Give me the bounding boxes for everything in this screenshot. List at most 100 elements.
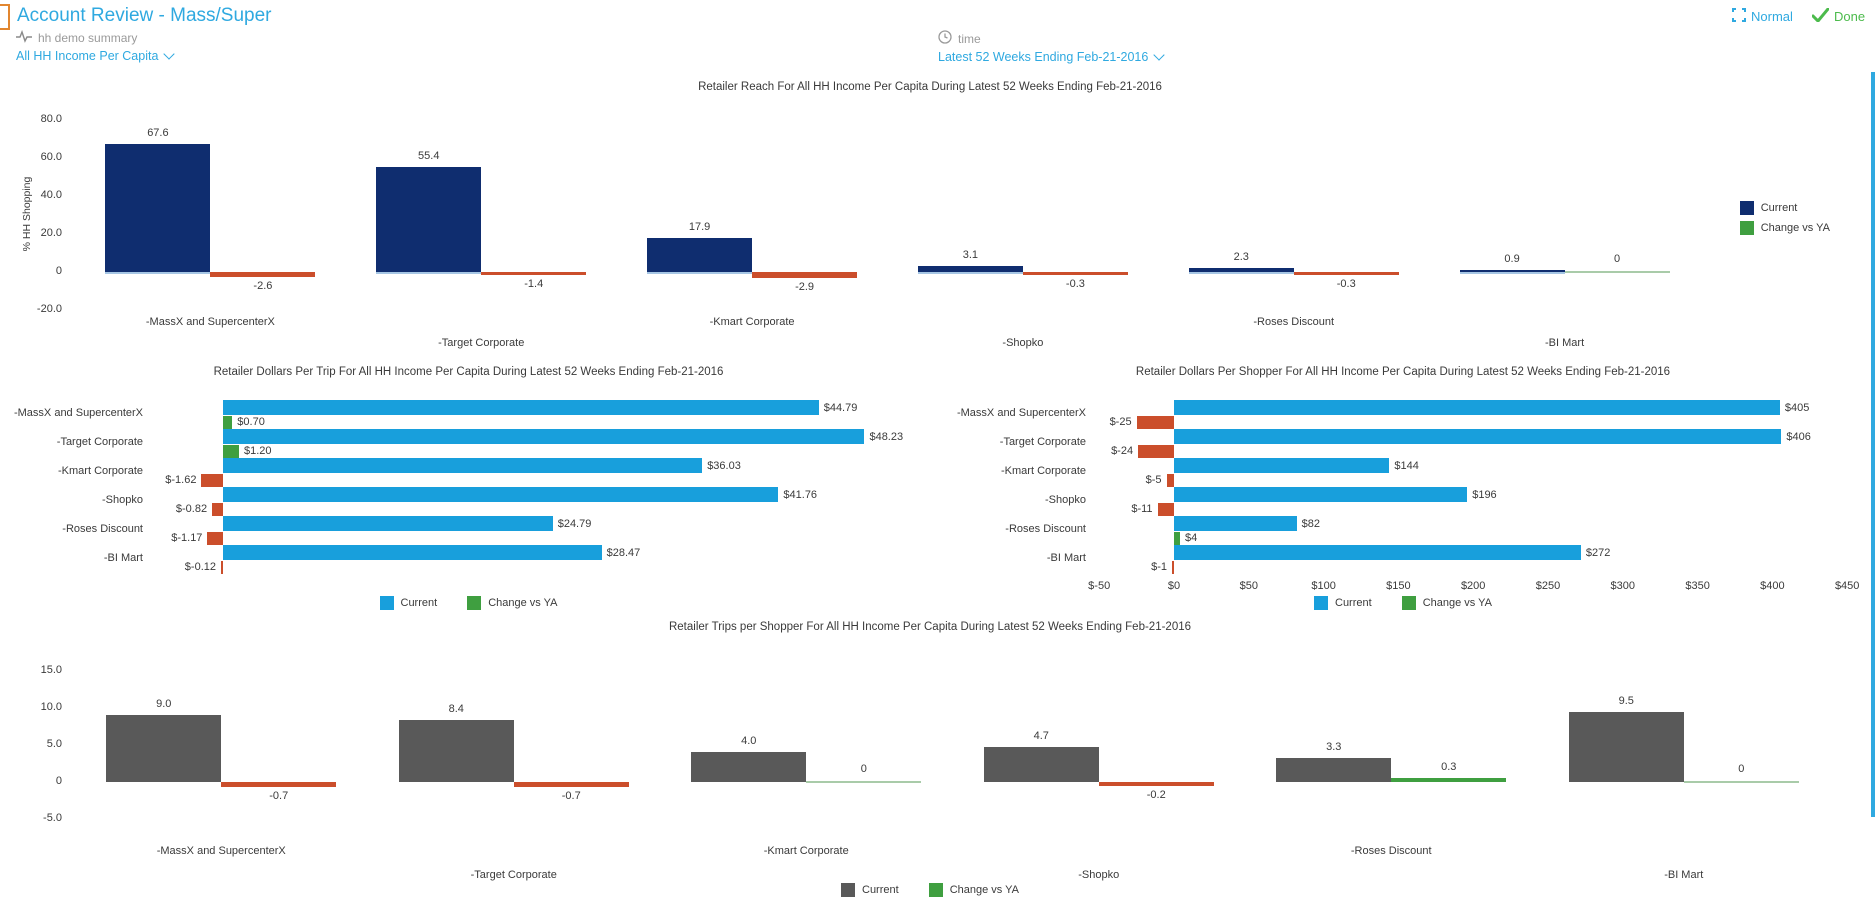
view-mode-button[interactable]: Normal (1732, 8, 1793, 25)
bar-change-zero[interactable] (1683, 781, 1799, 783)
bar-current[interactable] (917, 266, 1023, 272)
bar-change[interactable] (221, 561, 223, 574)
bar-change[interactable] (223, 416, 233, 429)
bar-current[interactable] (223, 458, 703, 473)
change-value-label: -2.6 (253, 279, 273, 292)
bar-change[interactable] (1172, 561, 1174, 574)
legend-swatch-current (841, 883, 855, 897)
bar-current[interactable] (1174, 487, 1468, 502)
panel-corner-tab (0, 4, 10, 30)
bar-change[interactable] (1166, 474, 1174, 487)
legend-swatch-current (1314, 596, 1328, 610)
time-value: Latest 52 Weeks Ending Feb-21-2016 (938, 50, 1149, 64)
bar-current[interactable] (983, 747, 1099, 782)
bar-change[interactable] (201, 474, 223, 487)
zero-baseline (105, 272, 211, 274)
bar-current[interactable] (1174, 516, 1297, 531)
bar-change[interactable] (1293, 272, 1399, 275)
zero-baseline (917, 272, 1023, 274)
bar-change[interactable] (1174, 532, 1180, 545)
current-value-label: $405 (1784, 402, 1810, 414)
bar-current[interactable] (398, 719, 514, 782)
view-mode-label: Normal (1751, 9, 1793, 24)
change-value-label: $-0.82 (175, 503, 208, 515)
bar-current[interactable] (376, 166, 482, 272)
retailer-reach-chart: Retailer Reach For All HH Income Per Cap… (0, 75, 1860, 360)
legend-label-change: Change vs YA (1422, 597, 1492, 609)
x-axis-category-label: -MassX and SupercenterX (156, 845, 286, 857)
legend: Current Change vs YA (1314, 596, 1492, 610)
bar-current[interactable] (647, 237, 753, 272)
current-value-label: 2.3 (1233, 250, 1249, 263)
bar-current[interactable] (1568, 711, 1684, 782)
y-axis-category-label: -Target Corporate (999, 436, 1086, 448)
current-value-label: 4.0 (741, 735, 757, 748)
change-value-label: $-1.62 (165, 474, 197, 486)
page-title: Account Review - Mass/Super (17, 5, 272, 26)
y-axis-category-label: -Roses Discount (62, 523, 143, 535)
change-value-label: $-0.12 (184, 561, 216, 573)
bar-change[interactable] (1136, 416, 1174, 429)
time-dropdown[interactable]: Latest 52 Weeks Ending Feb-21-2016 (938, 49, 1165, 64)
bar-change[interactable] (221, 782, 337, 788)
vertical-scrollbar[interactable] (1871, 72, 1875, 817)
bar-current[interactable] (223, 429, 865, 444)
bar-change[interactable] (212, 503, 223, 516)
legend-label-change: Change vs YA (488, 597, 558, 609)
change-value-label: -0.3 (1336, 278, 1356, 290)
y-axis-tick: 10.0 (40, 701, 62, 713)
bar-current[interactable] (691, 752, 807, 782)
done-button[interactable]: Done (1811, 7, 1866, 25)
current-value-label: $406 (1786, 431, 1811, 443)
bar-change[interactable] (1022, 272, 1128, 275)
chevron-down-icon (1153, 49, 1165, 61)
metric-group-dropdown[interactable]: All HH Income Per Capita (16, 48, 176, 63)
dollars-per-shopper-chart: Retailer Dollars Per Shopper For All HH … (938, 360, 1868, 615)
bar-current[interactable] (1276, 757, 1392, 782)
bar-current[interactable] (223, 400, 819, 415)
bar-change[interactable] (752, 272, 858, 278)
bar-current[interactable] (223, 487, 779, 502)
current-value-label: 9.5 (1618, 694, 1634, 707)
bar-current[interactable] (223, 516, 553, 531)
done-label: Done (1834, 9, 1866, 24)
current-value-label: $144 (1394, 460, 1419, 472)
x-axis-tick: $300 (1610, 580, 1636, 592)
current-value-label: 17.9 (688, 220, 711, 233)
bar-current[interactable] (1174, 458, 1390, 473)
bar-current[interactable] (223, 545, 602, 560)
bar-change[interactable] (210, 272, 316, 277)
current-value-label: $36.03 (707, 460, 741, 472)
current-value-label: $28.47 (606, 547, 641, 559)
change-value-label: -0.7 (269, 790, 289, 803)
bar-change[interactable] (481, 272, 587, 275)
bar-change[interactable] (223, 445, 239, 458)
bar-change[interactable] (1391, 778, 1507, 782)
bar-current[interactable] (1174, 545, 1581, 560)
legend-label-current: Current (400, 597, 438, 609)
bar-change[interactable] (1138, 445, 1174, 458)
zero-baseline (376, 272, 482, 274)
bar-current[interactable] (106, 715, 222, 782)
y-axis-tick: 80.0 (40, 113, 62, 125)
bar-change[interactable] (1098, 782, 1214, 786)
current-value-label: 9.0 (156, 698, 172, 711)
bar-current[interactable] (1174, 400, 1780, 415)
trips-per-shopper-chart: Retailer Trips per Shopper For All HH In… (0, 615, 1860, 903)
y-axis-tick: 40.0 (40, 189, 62, 201)
change-value-label: 0 (1738, 763, 1745, 775)
bar-change-zero[interactable] (806, 781, 922, 783)
bar-current[interactable] (1188, 267, 1294, 272)
x-axis-tick: $0 (1167, 580, 1181, 592)
chart-title: Retailer Dollars Per Trip For All HH Inc… (213, 366, 724, 378)
bar-change-zero[interactable] (1564, 271, 1670, 273)
bar-current[interactable] (1459, 270, 1565, 272)
current-value-label: $196 (1472, 489, 1497, 501)
bar-change[interactable] (513, 782, 629, 788)
bar-change[interactable] (207, 532, 223, 545)
bar-current[interactable] (105, 143, 211, 272)
current-value-label: 55.4 (418, 149, 440, 162)
y-axis-category-label: -MassX and SupercenterX (956, 407, 1086, 419)
bar-current[interactable] (1174, 429, 1782, 444)
bar-change[interactable] (1157, 503, 1174, 516)
